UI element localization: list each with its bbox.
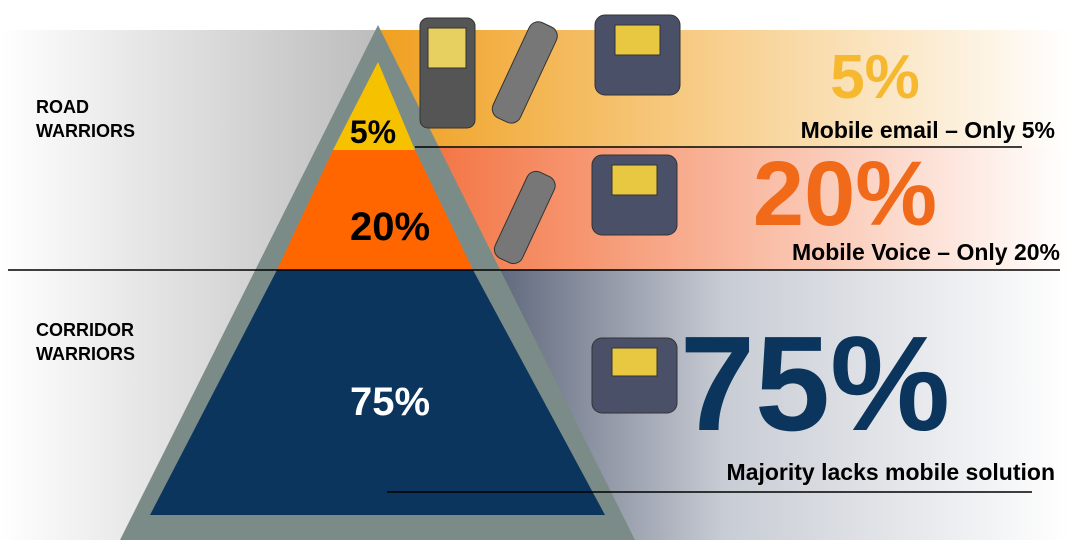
big-label: 75% [680,308,950,459]
page: 5% 20% 75% 5% 20% 75% Mobile email – Onl… [0,0,1069,540]
tier-label: 5% [350,114,396,150]
tier-label: 20% [350,205,430,249]
caption: Majority lacks mobile solution [727,459,1055,485]
big-label: 5% [830,43,920,112]
caption: Mobile email – Only 5% [801,117,1055,143]
tier-label: 75% [350,380,430,424]
caption: Mobile Voice – Only 20% [792,239,1060,265]
big-label: 20% [753,143,937,245]
group-label: CORRIDOR WARRIORS [36,318,186,366]
diagram: 5% 20% 75% 5% 20% 75% Mobile email – Onl… [0,0,1069,540]
group-label: ROAD WARRIORS [36,95,186,143]
